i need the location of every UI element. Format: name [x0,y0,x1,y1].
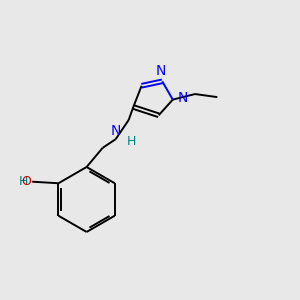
Text: N: N [155,64,166,78]
Text: H: H [19,175,28,188]
Text: O: O [22,175,32,188]
Text: N: N [177,91,188,105]
Text: H: H [127,135,136,148]
Text: N: N [110,124,121,138]
